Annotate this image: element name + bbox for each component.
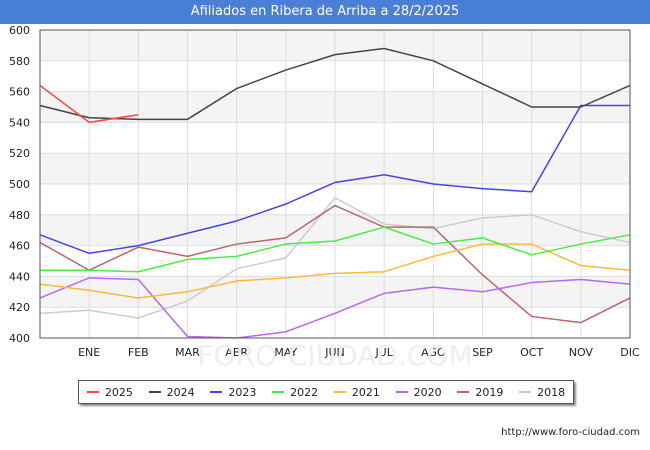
legend-label: 2022 <box>290 385 319 399</box>
series-line-2021 <box>39 243 631 299</box>
legend-swatch <box>457 391 470 393</box>
y-tick-label: 420 <box>9 301 30 314</box>
y-tick-label: 520 <box>9 147 30 160</box>
legend-label: 2024 <box>166 385 195 399</box>
y-tick-label: 540 <box>9 116 30 129</box>
x-tick-label: DIC <box>620 346 640 359</box>
legend-label: 2023 <box>228 385 257 399</box>
y-tick-label: 400 <box>9 332 30 345</box>
legend-item-2024: 2024 <box>148 385 195 399</box>
y-tick-label: 560 <box>9 86 30 99</box>
series-line-2022 <box>40 226 631 273</box>
legend-swatch <box>519 391 532 393</box>
y-tick-label: 500 <box>9 178 30 191</box>
legend-item-2023: 2023 <box>210 386 256 399</box>
series-line-2018 <box>39 197 631 319</box>
x-tick-label: MAR <box>175 346 200 359</box>
legend-label: 2021 <box>351 385 380 399</box>
legend-item-2020: 2020 <box>395 385 442 399</box>
legend-label: 2019 <box>475 385 504 399</box>
x-tick-label: ABR <box>225 346 248 359</box>
watermark: FORO-CIUDAD.COM <box>197 339 472 372</box>
x-tick-label: JUL <box>374 346 393 359</box>
x-tick-label: NOV <box>569 346 594 359</box>
y-tick-label: 580 <box>9 55 30 68</box>
legend-label: 2025 <box>104 385 133 399</box>
legend-label: 2020 <box>413 385 442 399</box>
legend-swatch <box>86 391 99 393</box>
series-line-2025 <box>39 84 139 124</box>
legend: 2025 2024 2023 2022 2021 2020 2019 2018 <box>78 380 574 404</box>
legend-swatch <box>395 391 408 393</box>
x-tick-label: JUN <box>324 346 345 359</box>
legend-item-2018: 2018 <box>519 386 565 399</box>
y-tick-label: 480 <box>9 209 30 222</box>
legend-item-2022: 2022 <box>272 386 318 399</box>
x-tick-label: OCT <box>520 346 543 359</box>
legend-label: 2018 <box>537 385 566 399</box>
x-tick-label: ENE <box>78 346 100 359</box>
x-tick-label: AGO <box>421 346 446 359</box>
legend-item-2021: 2021 <box>333 385 380 399</box>
x-tick-label: SEP <box>472 346 493 359</box>
y-tick-label: 440 <box>9 270 30 283</box>
legend-swatch <box>148 391 161 393</box>
y-tick-label: 600 <box>9 24 30 37</box>
footer-url: http://www.foro-ciudad.com <box>501 427 640 438</box>
x-tick-label: MAY <box>274 346 297 359</box>
legend-item-2025: 2025 <box>86 385 133 399</box>
legend-swatch <box>333 391 346 393</box>
legend-swatch <box>210 391 223 393</box>
series-line-2024 <box>39 47 631 121</box>
series-line-2019 <box>39 204 631 324</box>
series-line-2020 <box>39 277 631 339</box>
x-tick-label: FEB <box>128 346 149 359</box>
y-tick-label: 460 <box>9 240 30 253</box>
legend-item-2019: 2019 <box>457 386 503 399</box>
chart-title: Afiliados en Ribera de Arriba a 28/2/202… <box>0 0 650 24</box>
legend-swatch <box>272 391 285 393</box>
series-line-2023 <box>39 104 630 255</box>
